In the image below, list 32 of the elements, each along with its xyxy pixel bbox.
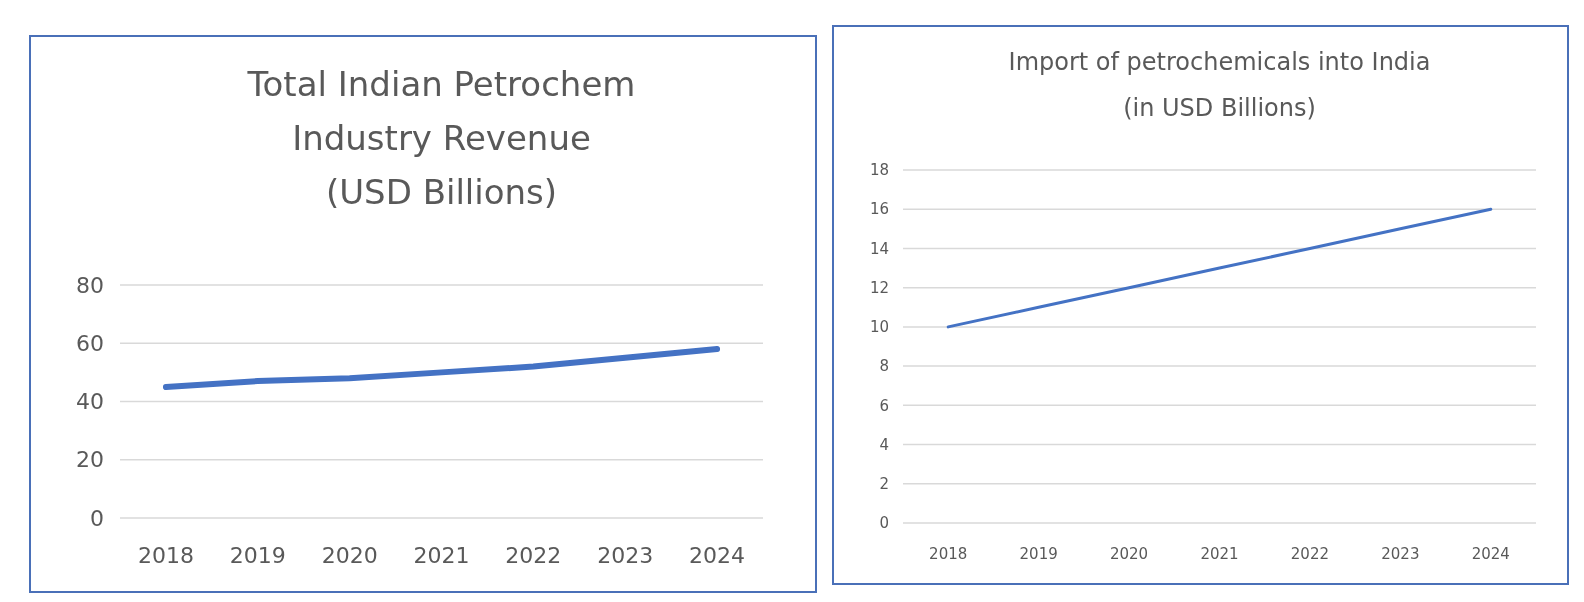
line-series <box>946 207 1493 329</box>
x-tick-label: 2024 <box>689 543 746 568</box>
x-tick-label: 2024 <box>1471 545 1510 563</box>
y-tick-label: 6 <box>879 396 889 415</box>
x-tick-label: 2021 <box>413 543 470 568</box>
x-tick-label: 2019 <box>1019 545 1058 563</box>
x-tick-label: 2020 <box>1109 545 1149 563</box>
y-tick-label: 20 <box>76 447 104 473</box>
y-tick-label: 4 <box>879 435 889 454</box>
chart-title: Import of petrochemicals into India (in USD Billions) <box>1008 48 1431 122</box>
y-tick-label: 40 <box>76 389 104 415</box>
y-tick-label: 12 <box>869 278 889 297</box>
x-tick-label: 2023 <box>1381 545 1420 563</box>
y-tick-label: 14 <box>869 239 889 258</box>
y-tick-label: 80 <box>76 272 104 298</box>
y-tick-label: 0 <box>90 505 104 531</box>
x-tick-label: 2019 <box>229 543 286 568</box>
x-tick-label: 2022 <box>1290 545 1330 563</box>
y-tick-label: 16 <box>869 200 889 219</box>
x-tick-label: 2023 <box>597 543 654 568</box>
y-tick-label: 10 <box>869 318 889 337</box>
chart-title: Total Indian Petrochem Industry Revenue (USD Billions) <box>246 64 636 212</box>
x-tick-label: 2022 <box>505 543 562 568</box>
y-tick-label: 8 <box>879 357 889 376</box>
x-tick-label: 2020 <box>321 543 378 568</box>
y-tick-label: 18 <box>869 161 889 180</box>
y-tick-label: 0 <box>879 514 889 533</box>
y-tick-label: 2 <box>879 475 889 494</box>
x-tick-label: 2018 <box>929 545 968 563</box>
y-tick-label: 60 <box>76 330 104 356</box>
x-tick-label: 2021 <box>1200 545 1239 563</box>
x-tick-label: 2018 <box>137 543 194 568</box>
